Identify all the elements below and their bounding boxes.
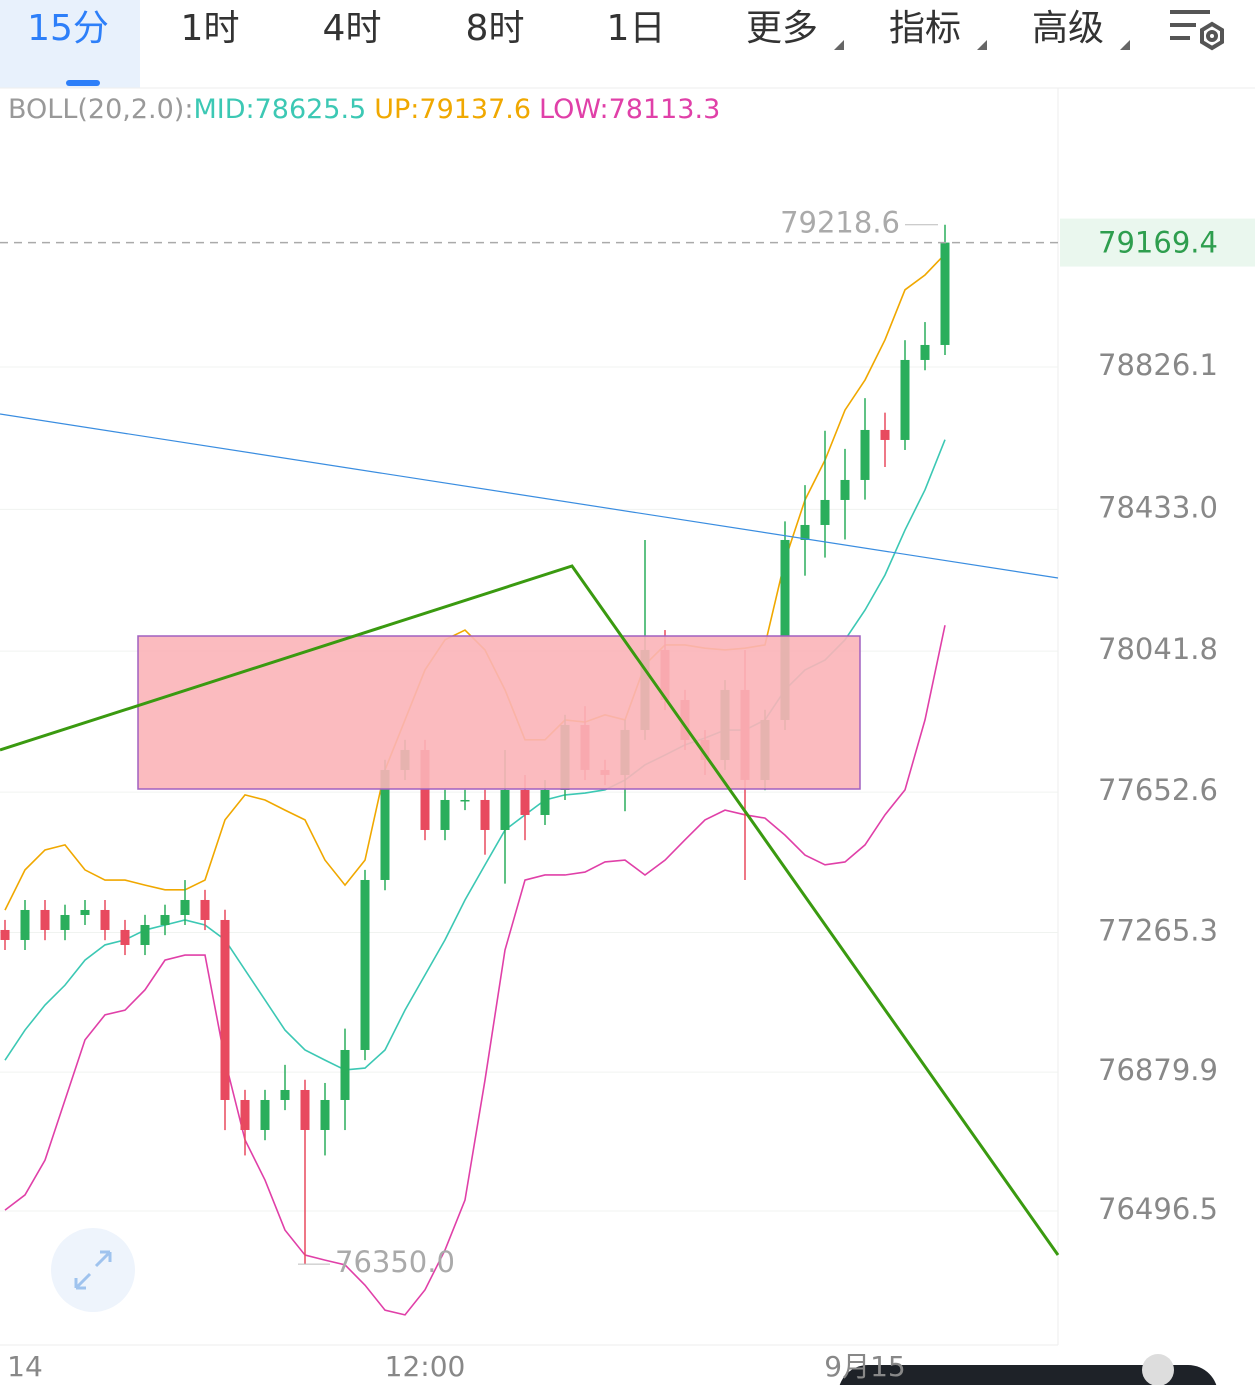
floating-panel[interactable]: [838, 1365, 1218, 1385]
indicator-low: LOW:78113.3: [539, 94, 720, 125]
boll-line: [4, 253, 946, 911]
candle-body: [900, 359, 910, 440]
expand-button[interactable]: [51, 1228, 135, 1312]
candle-body: [360, 879, 370, 1050]
last-price-label: 79169.4: [1098, 226, 1218, 260]
candle-body: [280, 1089, 290, 1100]
trend-line: [0, 413, 1059, 579]
y-tick-label: 76496.5: [1098, 1192, 1218, 1226]
candle-body: [940, 242, 950, 345]
candle-body: [20, 909, 30, 940]
active-tab-indicator: [66, 80, 100, 86]
candle-body: [480, 799, 490, 830]
x-tick-label: 9月15: [824, 1350, 905, 1383]
expand-icon: [74, 1250, 112, 1290]
candle-body: [140, 924, 150, 945]
y-tick-label: 78041.8: [1098, 632, 1218, 666]
candle-body: [520, 789, 530, 815]
high-label: 79218.6: [780, 206, 900, 240]
y-tick-label: 77652.6: [1098, 773, 1218, 807]
tab[interactable]: 8时: [466, 8, 525, 49]
indicator-mid: MID:78625.5: [193, 94, 366, 125]
low-label: 76350.0: [335, 1245, 455, 1279]
candle-body: [420, 749, 430, 830]
indicator-name: BOLL(20,2.0):: [8, 94, 193, 125]
candle-body: [120, 929, 130, 945]
y-tick-label: 78433.0: [1098, 490, 1218, 524]
candle-body: [160, 914, 170, 925]
candle-body: [820, 499, 830, 525]
candle-body: [80, 909, 90, 915]
candle-body: [860, 429, 870, 480]
tab[interactable]: 更多: [746, 8, 818, 49]
y-tick-label: 76879.9: [1098, 1053, 1218, 1087]
candle-body: [320, 1099, 330, 1130]
active-tab-bg: [0, 0, 140, 88]
candle-body: [840, 479, 850, 500]
indicator-up: UP:79137.6: [374, 94, 531, 125]
candle-body: [780, 539, 790, 720]
candle-body: [540, 789, 550, 815]
candle-body: [0, 929, 10, 940]
candle-body: [240, 1099, 250, 1130]
candle-body: [200, 899, 210, 920]
candle-body: [180, 899, 190, 915]
x-tick-label: 14: [7, 1350, 43, 1383]
candle-body: [800, 524, 810, 540]
candle-body: [440, 799, 450, 830]
tab[interactable]: 4时: [323, 8, 382, 49]
dropdown-arrows: [834, 40, 1130, 50]
x-tick-label: 12:00: [385, 1350, 466, 1383]
last-price-box: [1060, 218, 1255, 267]
candle-body: [880, 429, 890, 440]
tab[interactable]: 指标: [889, 8, 961, 49]
candle-body: [40, 909, 50, 930]
tab[interactable]: 15分: [27, 8, 109, 49]
candle-body: [380, 769, 390, 880]
scroll-handle: [1142, 1354, 1174, 1385]
boll-line: [4, 625, 946, 1316]
candle-body: [60, 914, 70, 930]
candle-body: [220, 919, 230, 1100]
candle-body: [260, 1099, 270, 1130]
range-box: [137, 635, 861, 790]
candle-body: [340, 1049, 350, 1100]
drawings: [0, 413, 1060, 1256]
candle-body: [500, 789, 510, 830]
candle-body: [100, 909, 110, 930]
tab[interactable]: 1时: [181, 8, 240, 49]
settings-icon[interactable]: [1170, 10, 1224, 51]
zigzag-line: [0, 564, 1060, 1256]
candle-body: [460, 799, 470, 802]
y-tick-label: 78826.1: [1098, 348, 1218, 382]
candle-body: [300, 1089, 310, 1130]
tab[interactable]: 1日: [607, 8, 666, 49]
plot: [0, 224, 1058, 1316]
indicator-legend: BOLL(20,2.0):MID:78625.5 UP:79137.6 LOW:78…: [8, 94, 720, 125]
y-tick-label: 77265.3: [1098, 913, 1218, 947]
tab[interactable]: 高级: [1032, 8, 1104, 49]
candle-body: [920, 344, 930, 360]
